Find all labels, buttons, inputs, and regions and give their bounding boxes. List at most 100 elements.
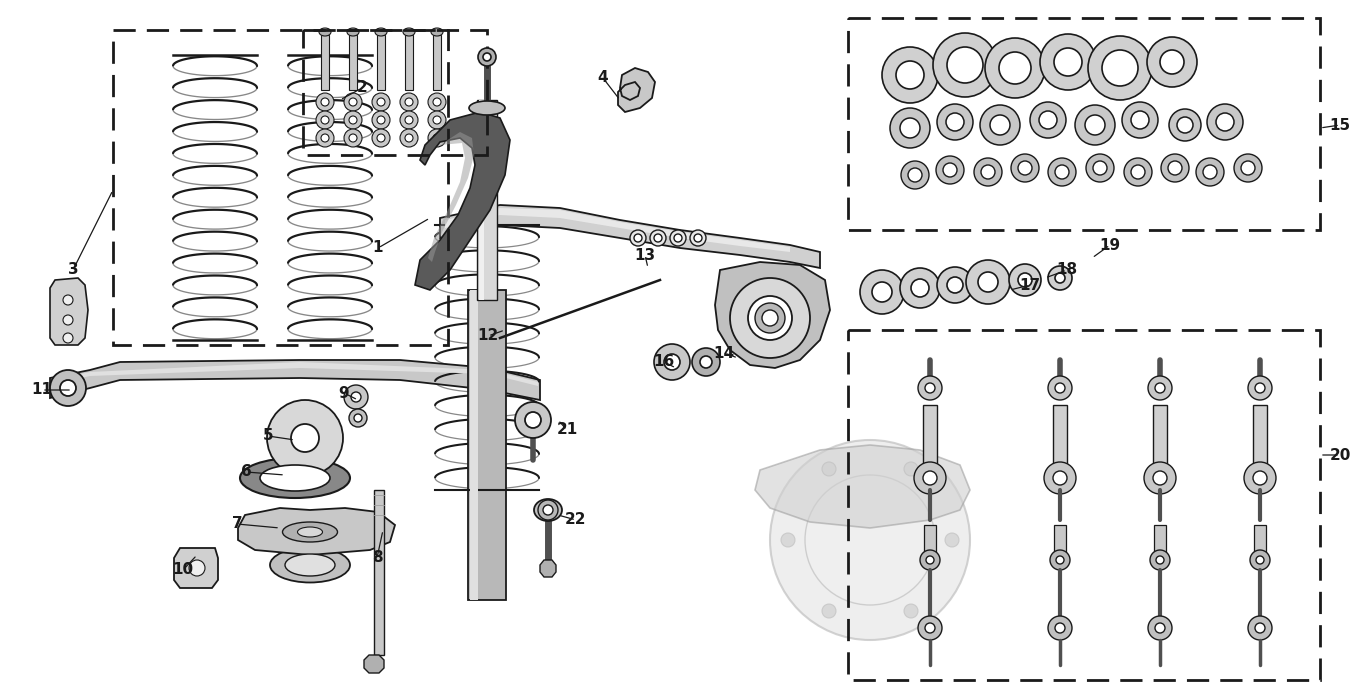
Circle shape bbox=[1050, 550, 1070, 570]
Bar bbox=[303, 30, 487, 155]
Circle shape bbox=[1094, 161, 1107, 175]
Circle shape bbox=[822, 462, 837, 476]
Circle shape bbox=[349, 134, 357, 142]
Circle shape bbox=[349, 98, 357, 106]
Circle shape bbox=[372, 93, 390, 111]
Polygon shape bbox=[440, 205, 820, 268]
Circle shape bbox=[1161, 154, 1189, 182]
Circle shape bbox=[920, 550, 940, 570]
Circle shape bbox=[653, 344, 690, 380]
Circle shape bbox=[1048, 616, 1072, 640]
Text: 20: 20 bbox=[1329, 448, 1351, 462]
Circle shape bbox=[966, 260, 1010, 304]
Text: 5: 5 bbox=[262, 428, 273, 444]
Circle shape bbox=[910, 279, 930, 297]
Circle shape bbox=[925, 623, 935, 633]
Circle shape bbox=[344, 129, 362, 147]
Circle shape bbox=[1148, 616, 1172, 640]
Text: 12: 12 bbox=[477, 328, 499, 344]
Circle shape bbox=[1241, 161, 1255, 175]
Circle shape bbox=[730, 278, 811, 358]
Circle shape bbox=[405, 116, 413, 124]
Ellipse shape bbox=[431, 28, 443, 36]
Circle shape bbox=[1256, 556, 1264, 564]
Circle shape bbox=[316, 129, 334, 147]
Circle shape bbox=[1248, 376, 1273, 400]
Circle shape bbox=[977, 272, 998, 292]
Ellipse shape bbox=[534, 499, 562, 521]
Text: 6: 6 bbox=[241, 464, 252, 480]
Text: 1: 1 bbox=[373, 240, 383, 256]
Circle shape bbox=[923, 471, 936, 485]
Circle shape bbox=[649, 230, 666, 246]
Circle shape bbox=[344, 385, 368, 409]
Circle shape bbox=[1248, 616, 1273, 640]
Bar bbox=[848, 330, 1321, 680]
Circle shape bbox=[1244, 462, 1275, 494]
Circle shape bbox=[1012, 154, 1039, 182]
Text: 15: 15 bbox=[1330, 118, 1351, 132]
Circle shape bbox=[980, 105, 1020, 145]
Circle shape bbox=[915, 462, 946, 494]
Polygon shape bbox=[364, 655, 384, 673]
Circle shape bbox=[1085, 115, 1105, 135]
Circle shape bbox=[781, 533, 796, 547]
Circle shape bbox=[1148, 376, 1172, 400]
Bar bbox=[405, 35, 413, 90]
Circle shape bbox=[908, 168, 921, 182]
Circle shape bbox=[1131, 111, 1150, 129]
Circle shape bbox=[372, 129, 390, 147]
Circle shape bbox=[316, 111, 334, 129]
Circle shape bbox=[354, 414, 362, 422]
Circle shape bbox=[267, 400, 343, 476]
Circle shape bbox=[401, 93, 418, 111]
Polygon shape bbox=[174, 548, 217, 588]
Polygon shape bbox=[416, 112, 510, 290]
Polygon shape bbox=[238, 508, 395, 555]
Circle shape bbox=[899, 118, 920, 138]
Circle shape bbox=[1044, 462, 1076, 494]
Polygon shape bbox=[446, 208, 790, 252]
Bar bbox=[924, 525, 936, 555]
Circle shape bbox=[1018, 161, 1032, 175]
Circle shape bbox=[748, 296, 791, 340]
Bar bbox=[1152, 405, 1167, 473]
Circle shape bbox=[1169, 109, 1202, 141]
Ellipse shape bbox=[283, 522, 338, 542]
Circle shape bbox=[1102, 50, 1137, 86]
Polygon shape bbox=[540, 560, 556, 577]
Circle shape bbox=[1122, 102, 1158, 138]
Circle shape bbox=[344, 111, 362, 129]
Circle shape bbox=[478, 48, 496, 66]
Circle shape bbox=[943, 163, 957, 177]
Circle shape bbox=[349, 116, 357, 124]
Circle shape bbox=[316, 93, 334, 111]
Circle shape bbox=[525, 412, 541, 428]
Circle shape bbox=[428, 93, 446, 111]
Bar bbox=[1254, 525, 1266, 555]
Circle shape bbox=[63, 315, 72, 325]
Text: 9: 9 bbox=[339, 385, 350, 401]
Circle shape bbox=[405, 98, 413, 106]
Circle shape bbox=[321, 134, 329, 142]
Circle shape bbox=[1254, 471, 1267, 485]
Circle shape bbox=[1124, 158, 1152, 186]
Bar bbox=[375, 490, 384, 655]
Circle shape bbox=[670, 230, 686, 246]
Circle shape bbox=[1131, 165, 1146, 179]
Circle shape bbox=[755, 303, 785, 333]
Circle shape bbox=[1018, 273, 1032, 287]
Circle shape bbox=[1040, 34, 1096, 90]
Circle shape bbox=[60, 380, 77, 396]
Circle shape bbox=[882, 47, 938, 103]
Bar bbox=[1053, 405, 1068, 473]
Circle shape bbox=[321, 98, 329, 106]
Circle shape bbox=[904, 604, 919, 618]
Circle shape bbox=[1203, 165, 1217, 179]
Text: 22: 22 bbox=[565, 513, 586, 527]
Bar bbox=[923, 405, 936, 473]
Circle shape bbox=[860, 270, 904, 314]
Circle shape bbox=[1255, 623, 1264, 633]
Circle shape bbox=[936, 156, 964, 184]
Text: 7: 7 bbox=[231, 516, 242, 532]
